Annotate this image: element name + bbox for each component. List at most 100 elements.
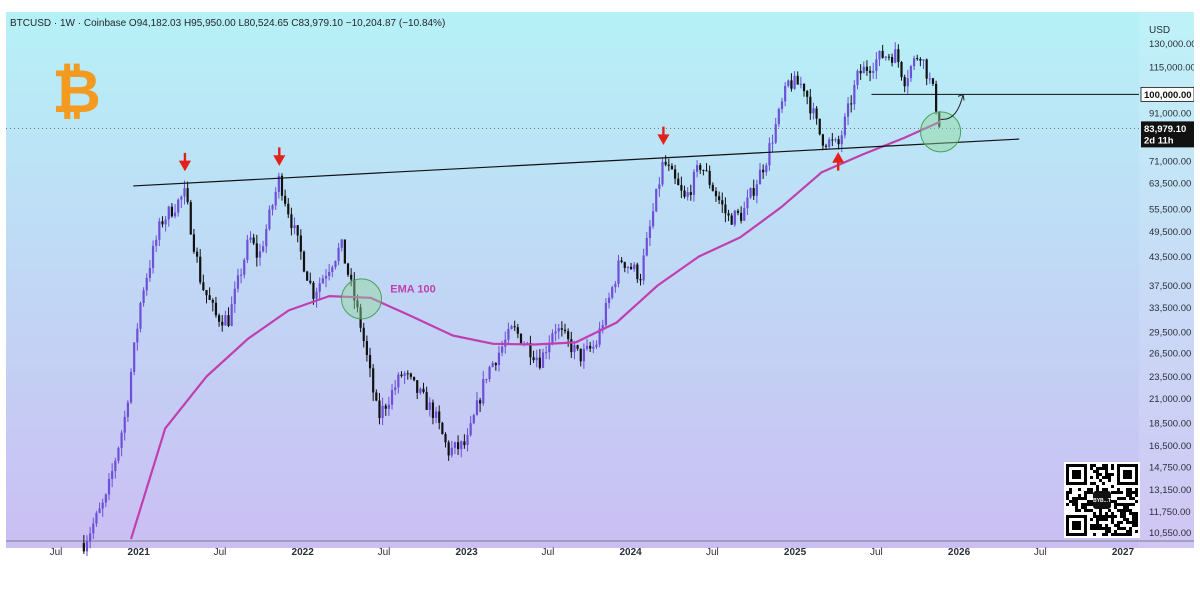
qr-module — [1123, 512, 1126, 515]
candle-body — [479, 400, 482, 404]
candle-body — [494, 362, 497, 366]
candle — [862, 61, 865, 74]
qr-module — [1096, 467, 1099, 470]
candle — [447, 440, 450, 461]
candle-body — [189, 202, 192, 235]
candle-body — [104, 494, 107, 503]
qr-module — [1129, 497, 1132, 500]
candle-body — [434, 411, 438, 418]
candle-body — [180, 196, 183, 200]
y-tick-label: 21,000.00 — [1149, 394, 1191, 405]
btc-chart[interactable]: BTCUSD · 1W · Coinbase O94,182.03 H95,95… — [6, 12, 1194, 562]
candle — [529, 335, 532, 366]
chart-area[interactable]: BTCUSD · 1W · Coinbase O94,182.03 H95,95… — [6, 12, 1194, 562]
candle-body — [878, 50, 881, 60]
qr-module — [1090, 488, 1093, 491]
candle — [164, 215, 167, 232]
candle-body — [265, 229, 268, 247]
candle-body — [768, 143, 771, 166]
candle-body — [762, 169, 765, 173]
candle — [208, 287, 211, 301]
candle — [431, 399, 435, 425]
candle — [755, 179, 758, 204]
candle-body — [145, 277, 148, 291]
projection-arrow — [940, 94, 964, 120]
candle-body — [925, 59, 928, 79]
projection-arrow-head — [957, 93, 965, 101]
candle — [664, 155, 667, 167]
candle-body — [167, 206, 170, 220]
qr-module — [1096, 473, 1099, 476]
candle — [463, 434, 466, 449]
qr-module — [1126, 494, 1129, 497]
candle — [126, 400, 129, 422]
qr-module — [1135, 524, 1138, 527]
candle — [321, 274, 324, 284]
candle — [123, 410, 126, 441]
qr-module — [1069, 488, 1072, 491]
candle — [290, 207, 293, 236]
candle — [865, 60, 869, 76]
candle-body — [488, 366, 491, 380]
candle-body — [780, 101, 784, 109]
candle-body — [114, 460, 117, 472]
candle-body — [806, 91, 809, 97]
qr-code[interactable]: BYB...T — [1064, 462, 1140, 538]
candle-body — [875, 59, 878, 71]
candle-body — [648, 226, 652, 238]
candle-body — [321, 278, 324, 284]
candle — [557, 323, 560, 340]
qr-module — [1135, 512, 1138, 515]
candle — [274, 187, 277, 210]
qr-module — [1120, 497, 1123, 500]
candle — [378, 392, 381, 425]
qr-finder-core — [1072, 521, 1081, 530]
candle-body — [567, 331, 570, 340]
candle-body — [843, 116, 847, 136]
y-tick-label: 23,500.00 — [1149, 372, 1191, 383]
candle — [111, 463, 114, 488]
candle — [585, 338, 589, 351]
candle — [488, 365, 491, 382]
x-tick-label: 2023 — [456, 547, 479, 558]
qr-module — [1120, 512, 1123, 515]
candle-body — [287, 203, 290, 215]
x-tick-label: Jul — [1034, 547, 1047, 558]
candle — [677, 172, 680, 186]
candle — [456, 435, 460, 455]
candle-body — [532, 357, 535, 361]
candle — [579, 348, 582, 367]
candle-body — [133, 342, 136, 372]
candle — [708, 165, 711, 189]
candle — [507, 322, 510, 346]
candle-body — [557, 328, 560, 332]
candle-body — [497, 352, 501, 366]
candle — [768, 137, 771, 171]
candle-body — [755, 184, 758, 196]
candle — [705, 163, 708, 172]
qr-module — [1123, 509, 1126, 512]
candle — [714, 187, 718, 202]
candle — [167, 205, 170, 227]
candle-body — [636, 264, 639, 280]
candle — [177, 198, 180, 217]
candle — [148, 260, 151, 282]
candle-body — [655, 188, 658, 212]
qr-module — [1129, 521, 1132, 524]
candle-body — [894, 49, 897, 63]
candle — [582, 343, 585, 369]
candle-body — [161, 221, 164, 225]
candle-body — [491, 362, 494, 367]
candle-body — [563, 329, 567, 332]
candle — [658, 177, 661, 197]
candle — [614, 280, 617, 293]
candle — [107, 473, 111, 501]
candle — [265, 224, 268, 254]
candle-body — [784, 85, 787, 102]
qr-module — [1111, 485, 1114, 488]
qr-module — [1111, 533, 1114, 536]
candle-body — [938, 111, 941, 127]
candle-body — [629, 266, 633, 270]
candle — [636, 262, 639, 283]
trendline — [133, 138, 1020, 187]
